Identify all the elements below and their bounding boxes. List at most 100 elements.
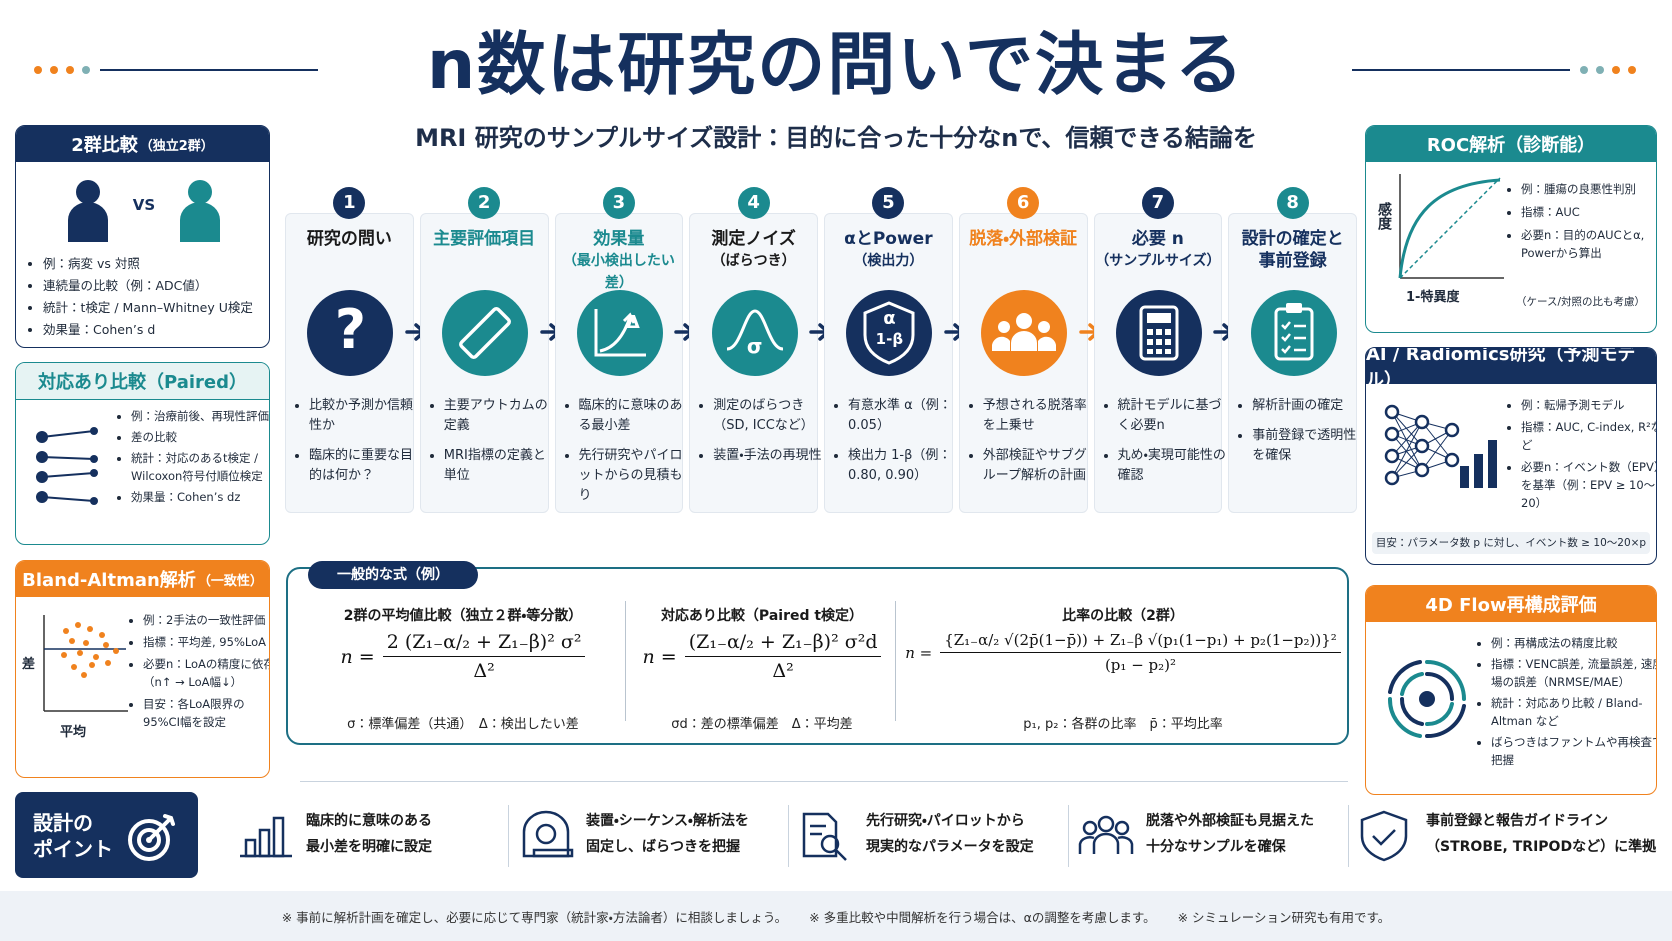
step-icon bbox=[1115, 290, 1202, 376]
icon-shape bbox=[1146, 313, 1171, 323]
divider bbox=[1348, 805, 1349, 867]
bullet-list: 有意水準 α（例：0.05） 検出力 1-β（例：0.80, 0.90） bbox=[833, 396, 958, 496]
bullet: 事前登録で透明性を確保 bbox=[1252, 426, 1362, 466]
bullet: 指標：平均差, 95%LoA bbox=[143, 633, 269, 651]
step-icon: α 1-β bbox=[846, 290, 933, 376]
point-text: 先行研究・パイロットから 現実的なパラメータを設定 bbox=[866, 808, 1034, 860]
step-number: 7 bbox=[1141, 187, 1174, 219]
icon-text: 1-β bbox=[875, 330, 904, 348]
bullet: 統計：t検定 / Mann–Whitney U検定 bbox=[43, 298, 269, 318]
icon-shape bbox=[1398, 178, 1501, 279]
icon-shape bbox=[1425, 704, 1466, 739]
bullet: ばらつきはファントムや再検査で把握 bbox=[1491, 733, 1656, 769]
icon-shape bbox=[535, 823, 557, 845]
step-title-line: 研究の問い bbox=[306, 229, 392, 249]
panel: Bland-Altman解析（一致性） 差平均 例：2手法の一致性評価指標：平均差… bbox=[15, 560, 270, 778]
step-icon-art bbox=[1274, 303, 1314, 361]
formula-lhs: n = bbox=[905, 643, 933, 662]
bullet: MRI指標の定義と単位 bbox=[444, 446, 554, 486]
step-icon-art bbox=[863, 301, 915, 365]
icon-shape bbox=[726, 309, 784, 351]
bullet: 効果量：Cohen’s dz bbox=[131, 488, 269, 506]
icon-shape bbox=[1139, 305, 1179, 361]
icon-shape bbox=[272, 816, 285, 858]
bullet-list: 例：2手法の一致性評価指標：平均差, 95%LoA 必要n：LoAの精度に依存（n… bbox=[128, 611, 269, 735]
fraction: (Z₁₋α/₂ + Z₁₋β)² σ²d Δ² bbox=[684, 631, 882, 682]
icon-shape bbox=[1372, 829, 1396, 846]
bullet: 必要n：イベント数（EPV）を基準（例：EPV ≥ 10〜20） bbox=[1521, 458, 1656, 512]
formula-section: 比率の比較（2群） n = {Z₁₋α/₂ √(2p̄(1−p̄)) + Z₁₋β … bbox=[903, 569, 1343, 743]
icon-shape bbox=[594, 309, 646, 357]
icon-shape bbox=[89, 662, 95, 668]
icon-shape bbox=[1274, 303, 1314, 361]
bullet: 指標：AUC, C-index, R²など bbox=[1521, 418, 1656, 454]
bullet-list: 例：転帰予測モデル指標：AUC, C-index, R²など必要n：イベント数（… bbox=[1506, 396, 1656, 516]
step-number: 6 bbox=[1007, 187, 1040, 219]
icon-shape bbox=[1097, 815, 1115, 833]
step-number: 8 bbox=[1276, 187, 1309, 219]
icon-shape bbox=[1146, 329, 1153, 335]
step-title-line: 主要評価項目 bbox=[433, 229, 536, 249]
formula-title: 対応あり比較（Paired t検定） bbox=[660, 608, 864, 624]
bullet: 比較か予測か信頼性か bbox=[309, 396, 419, 436]
step-icon-art bbox=[594, 309, 646, 357]
icon-shape bbox=[992, 313, 1057, 351]
point-text: 装置・シーケンス・解析法を 固定し、ばらつきを把握 bbox=[586, 808, 749, 860]
icon-shape bbox=[137, 828, 161, 852]
step-card: 測定ノイズ （ばらつき） σ 測定のばらつき（SD, ICCなど） 装置・手法の再現性 bbox=[689, 213, 822, 513]
point-line: 現実的なパラメータを設定 bbox=[866, 839, 1034, 855]
bullet: 統計：対応のあるt検定 / Wilcoxon符号付順位検定 bbox=[131, 449, 269, 485]
icon-shape bbox=[1388, 660, 1422, 694]
bullet: 効果量：Cohen’s d bbox=[43, 320, 269, 340]
bullet-list: 主要アウトカムの定義 MRI指標の定義と単位 bbox=[429, 396, 554, 496]
icon-shape bbox=[820, 834, 840, 854]
pairs-icon bbox=[36, 427, 98, 505]
panel: 2群比較（独立2群） VS 例：病変 vs 対照連続量の比較（例：ADC値）統計：… bbox=[15, 125, 270, 348]
point-line: 十分なサンプルを確保 bbox=[1146, 839, 1286, 855]
icon-shape bbox=[1155, 339, 1162, 345]
point-text: 事前登録と報告ガイドライン （STROBE, TRIPODなど）に準拠 bbox=[1426, 808, 1656, 860]
point-item: 事前登録と報告ガイドライン （STROBE, TRIPODなど）に準拠 bbox=[1358, 800, 1656, 870]
icon-shape bbox=[1016, 313, 1033, 329]
bullet: 例：転帰予測モデル bbox=[1521, 396, 1656, 414]
icon-shape bbox=[147, 814, 175, 842]
icon-shape bbox=[82, 66, 90, 74]
bullet-list: 臨床的に意味のある最小差先行研究やパイロットからの見積もり bbox=[564, 396, 689, 516]
step-icon bbox=[1250, 290, 1337, 376]
icon-shape bbox=[41, 472, 95, 478]
step-icon: Δ bbox=[576, 290, 663, 376]
bullet: 統計モデルに基づく必要n bbox=[1118, 396, 1228, 436]
point-line: 固定し、ばらつきを把握 bbox=[586, 839, 740, 855]
bullet-list: 例：再構成法の精度比較指標：VENC誤差, 流量誤差, 速度場の誤差（NRMSE… bbox=[1476, 634, 1656, 772]
step-number: 1 bbox=[333, 187, 366, 219]
icon-shape bbox=[1421, 421, 1453, 461]
icon-shape bbox=[188, 180, 212, 204]
icon-shape bbox=[36, 471, 48, 483]
step-title-line: （最小検出したい差） bbox=[562, 253, 675, 291]
icon-shape bbox=[41, 430, 95, 438]
bullet: 例：腫瘍の良悪性判別 bbox=[1521, 180, 1656, 198]
icon-shape bbox=[36, 491, 48, 503]
formula-title: 比率の比較（2群） bbox=[1062, 608, 1184, 624]
bullet: 丸め・実現可能性の確認 bbox=[1118, 446, 1228, 486]
denominator: Δ² bbox=[772, 660, 794, 682]
bullet: 測定のばらつき（SD, ICCなど） bbox=[713, 396, 823, 436]
point-line: 臨床的に意味のある bbox=[306, 813, 432, 829]
icon-shape bbox=[1280, 333, 1291, 342]
step-title: 主要評価項目 bbox=[421, 228, 548, 250]
icon-shape bbox=[1391, 411, 1423, 471]
formula: n = 2 (Z₁₋α/₂ + Z₁₋β)² σ² Δ² bbox=[298, 631, 628, 682]
divider bbox=[508, 805, 509, 867]
point-item: 臨床的に意味のある 最小差を明確に設定 bbox=[238, 800, 513, 870]
icon-shape bbox=[1384, 426, 1400, 442]
point-icon bbox=[802, 812, 847, 861]
panel-title-note: （独立2群） bbox=[139, 138, 214, 154]
point-line: 装置・シーケンス・解析法を bbox=[586, 813, 749, 829]
icon-shape bbox=[93, 654, 99, 660]
icon-shape bbox=[41, 496, 95, 502]
icon-shape bbox=[77, 650, 83, 656]
panel-title: 対応あり比較（Paired） bbox=[38, 372, 247, 393]
icon-shape bbox=[1612, 66, 1620, 74]
formula-section: 2群の平均値比較（独立２群・等分散） n = 2 (Z₁₋α/₂ + Z₁₋β)² … bbox=[298, 569, 628, 743]
